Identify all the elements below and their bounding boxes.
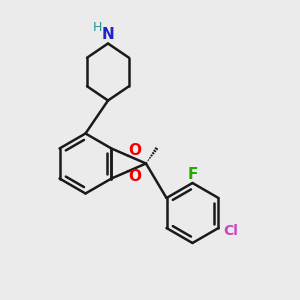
Text: N: N: [102, 27, 114, 42]
Text: F: F: [187, 167, 198, 182]
Text: O: O: [128, 143, 141, 158]
Text: H: H: [93, 21, 102, 34]
Text: O: O: [128, 169, 141, 184]
Text: Cl: Cl: [224, 224, 238, 238]
